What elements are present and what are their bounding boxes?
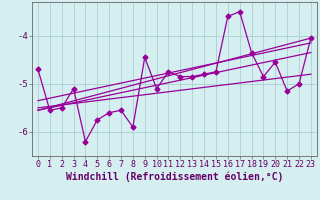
X-axis label: Windchill (Refroidissement éolien,°C): Windchill (Refroidissement éolien,°C) xyxy=(66,172,283,182)
